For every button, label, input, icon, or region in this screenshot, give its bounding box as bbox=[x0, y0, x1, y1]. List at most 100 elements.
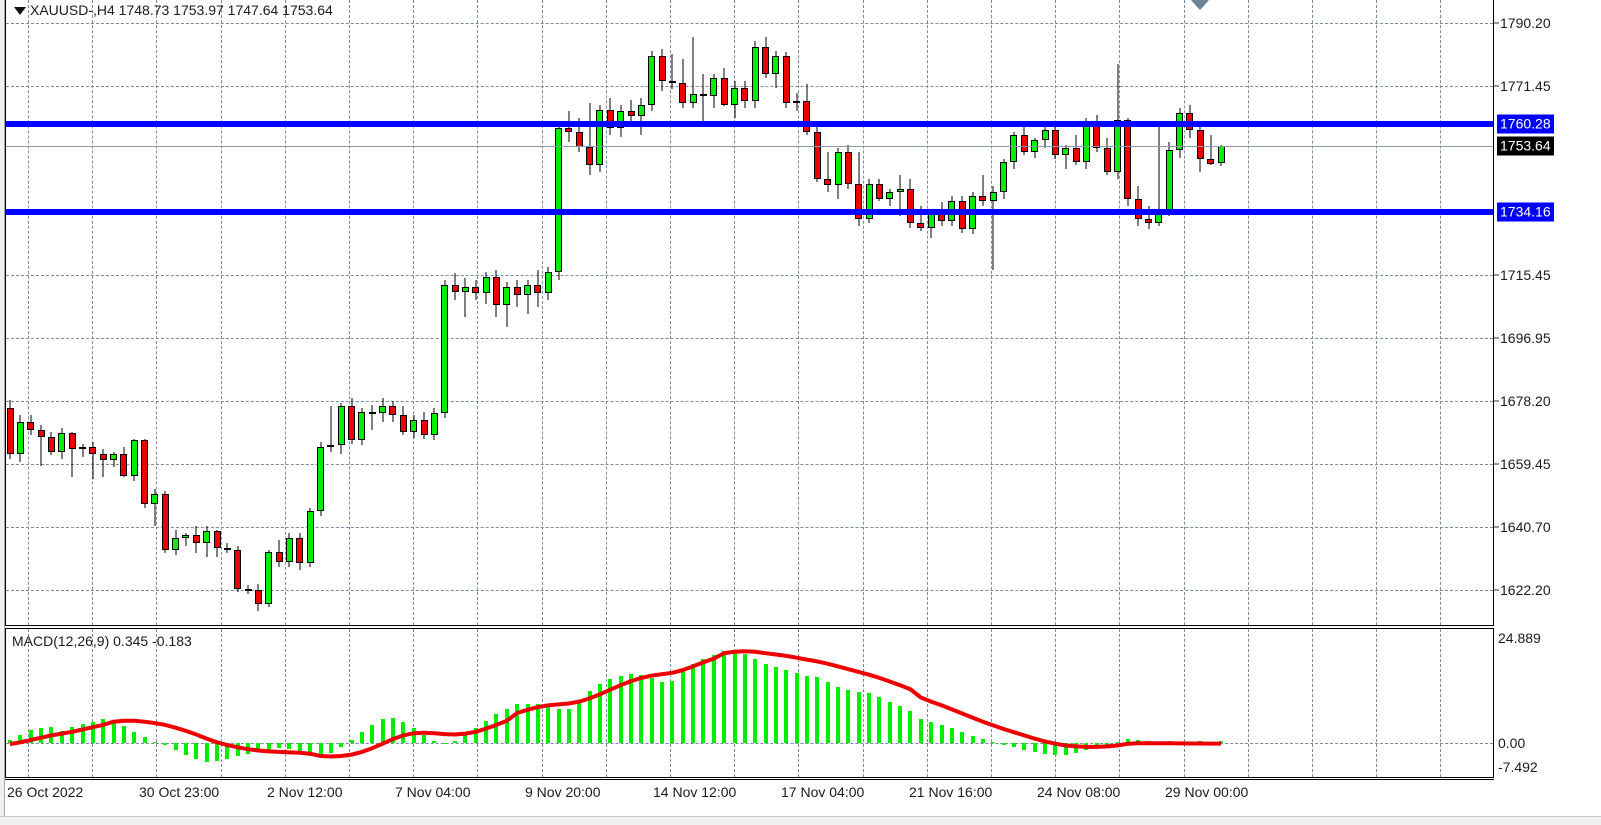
price-axis-label: 1696.95 bbox=[1500, 329, 1551, 346]
macd-histogram-bar bbox=[1011, 742, 1016, 748]
vertical-gridline bbox=[349, 0, 350, 625]
price-plot-area[interactable] bbox=[6, 0, 1493, 625]
chart-symbol-header[interactable]: XAUUSD-,H4 1748.73 1753.97 1747.64 1753.… bbox=[14, 2, 333, 18]
vertical-gridline bbox=[28, 629, 29, 777]
vertical-gridline bbox=[477, 629, 479, 777]
candlestick bbox=[958, 0, 966, 624]
price-level-line[interactable] bbox=[6, 120, 1493, 127]
horizontal-gridline bbox=[6, 464, 1493, 465]
candle-body-bearish bbox=[844, 151, 852, 184]
macd-histogram-bar bbox=[235, 742, 240, 757]
price-level-line[interactable] bbox=[6, 209, 1493, 215]
price-level-badge-lower[interactable]: 1734.16 bbox=[1497, 202, 1554, 222]
macd-histogram-bar bbox=[370, 724, 375, 743]
macd-histogram-bar bbox=[949, 728, 954, 743]
candlestick bbox=[699, 0, 707, 624]
candle-body-bearish bbox=[979, 195, 987, 201]
axis-tick bbox=[1494, 22, 1499, 24]
candle-wick bbox=[702, 74, 704, 125]
macd-histogram-bar bbox=[90, 721, 95, 743]
candle-body-bearish bbox=[534, 285, 542, 294]
macd-histogram-bar bbox=[225, 742, 230, 760]
candlestick bbox=[741, 0, 749, 624]
candle-body-bearish bbox=[1103, 148, 1111, 172]
macd-plot-area[interactable] bbox=[6, 629, 1493, 777]
candle-wick bbox=[1158, 121, 1160, 226]
candlestick bbox=[379, 0, 387, 624]
horizontal-gridline bbox=[6, 589, 1493, 591]
candle-body-bullish bbox=[151, 494, 159, 505]
candle-body-bearish bbox=[420, 419, 428, 436]
candlestick bbox=[420, 0, 428, 624]
candle-body-bullish bbox=[772, 55, 780, 75]
macd-histogram-bar bbox=[39, 728, 43, 743]
triangle-down-icon[interactable] bbox=[14, 7, 26, 16]
vertical-gridline bbox=[862, 0, 864, 625]
candlestick bbox=[234, 0, 242, 624]
candle-body-bullish bbox=[16, 421, 24, 454]
candle-body-bearish bbox=[223, 548, 231, 551]
candle-body-bearish bbox=[27, 421, 35, 430]
candle-wick bbox=[692, 37, 694, 108]
candlestick bbox=[120, 0, 128, 624]
candle-wick bbox=[589, 102, 591, 176]
candle-body-bullish bbox=[79, 446, 86, 449]
candlestick bbox=[368, 0, 376, 624]
macd-histogram-bar bbox=[484, 720, 489, 743]
candlestick bbox=[192, 0, 200, 624]
candlestick bbox=[938, 0, 945, 624]
vertical-gridline bbox=[926, 0, 928, 625]
vertical-gridline bbox=[862, 629, 864, 777]
scale-marker-icon[interactable] bbox=[1191, 0, 1210, 10]
last-price-line[interactable] bbox=[6, 146, 1493, 148]
candle-body-bullish bbox=[886, 192, 894, 199]
macd-histogram-bar bbox=[504, 708, 509, 743]
macd-histogram-bar bbox=[1001, 742, 1006, 745]
time-axis[interactable]: 26 Oct 2022 30 Oct 23:00 2 Nov 12:00 7 Nov … bbox=[5, 779, 1494, 809]
candle-body-bullish bbox=[989, 192, 997, 201]
macd-zero-line bbox=[6, 742, 1493, 744]
candlestick bbox=[586, 0, 594, 624]
macd-histogram-bar bbox=[784, 669, 789, 743]
macd-indicator-panel[interactable]: MACD(12,26,9) 0.345 -0.183 bbox=[5, 628, 1494, 778]
macd-histogram-bar bbox=[152, 741, 157, 744]
macd-histogram-bar bbox=[867, 693, 871, 743]
candle-body-bearish bbox=[906, 188, 914, 223]
candlestick bbox=[513, 0, 521, 624]
candle-body-bearish bbox=[917, 222, 925, 228]
macd-histogram-bar bbox=[1022, 742, 1027, 751]
macd-histogram-bar bbox=[970, 735, 975, 743]
candle-body-bullish bbox=[285, 538, 293, 562]
candle-wick bbox=[154, 489, 156, 527]
chart-header-text: XAUUSD-,H4 1748.73 1753.97 1747.64 1753.… bbox=[30, 2, 333, 18]
macd-histogram-bar bbox=[70, 726, 75, 743]
candle-body-bullish bbox=[327, 445, 335, 448]
candlestick bbox=[782, 0, 790, 624]
candle-wick bbox=[82, 443, 83, 457]
macd-histogram-bar bbox=[1032, 742, 1037, 753]
vertical-gridline bbox=[477, 0, 479, 625]
candlestick bbox=[565, 0, 573, 624]
candle-wick bbox=[102, 448, 104, 478]
macd-histogram-bar bbox=[121, 726, 126, 743]
time-axis-label: 9 Nov 20:00 bbox=[525, 784, 601, 800]
vertical-gridline bbox=[1183, 0, 1185, 625]
candlestick bbox=[348, 0, 356, 624]
macd-label: MACD(12,26,9) 0.345 -0.183 bbox=[12, 633, 192, 649]
macd-axis[interactable]: 24.889 0.00 -7.492 bbox=[1494, 628, 1601, 778]
candlestick bbox=[896, 0, 904, 624]
macd-histogram-bar bbox=[856, 691, 861, 743]
candlestick bbox=[151, 0, 159, 624]
candlestick bbox=[410, 0, 418, 624]
macd-histogram-bar bbox=[908, 710, 913, 743]
candlestick bbox=[1010, 0, 1018, 624]
price-axis[interactable]: 1790.20 1771.45 1715.45 1696.95 1678.20 1659.… bbox=[1494, 0, 1601, 626]
candlestick bbox=[68, 0, 76, 624]
candle-body-bearish bbox=[472, 286, 480, 294]
last-price-badge[interactable]: 1753.64 bbox=[1497, 136, 1554, 156]
macd-histogram-bar bbox=[618, 676, 623, 743]
price-chart-panel[interactable]: XAUUSD-,H4 1748.73 1753.97 1747.64 1753.… bbox=[5, 0, 1494, 626]
macd-histogram-bar bbox=[670, 680, 675, 743]
price-level-badge-upper[interactable]: 1760.28 bbox=[1497, 114, 1554, 134]
